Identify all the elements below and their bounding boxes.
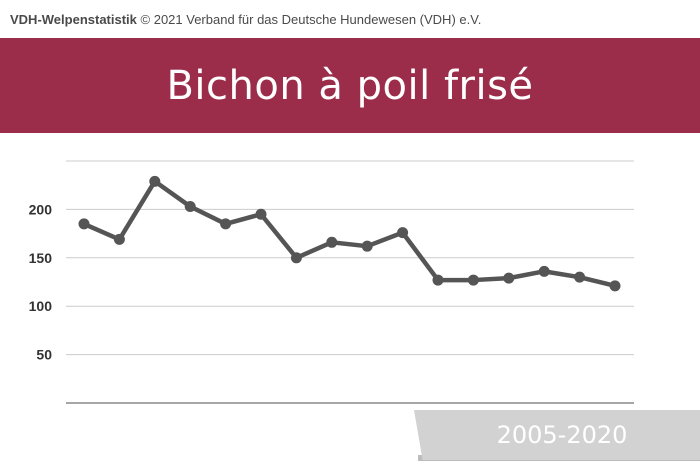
data-point <box>574 271 586 283</box>
source-credit-bold: VDH-Welpenstatistik <box>10 12 137 27</box>
range-badge <box>414 410 700 460</box>
data-point <box>255 208 267 220</box>
data-point <box>609 280 621 292</box>
y-tick-label: 100 <box>29 298 53 314</box>
y-tick-label: 150 <box>29 250 53 266</box>
data-point <box>538 265 550 277</box>
chart-title: Bichon à poil frisé <box>166 62 534 109</box>
series-line <box>81 179 618 289</box>
data-point <box>149 175 161 187</box>
data-points <box>78 175 621 292</box>
data-point <box>220 218 232 230</box>
data-point <box>326 236 338 248</box>
y-tick-label: 50 <box>36 347 52 363</box>
data-point <box>78 218 90 230</box>
data-point <box>467 274 479 286</box>
data-point <box>361 240 373 252</box>
data-point <box>184 200 196 212</box>
y-axis-ticks: 50 100 150 200 <box>29 201 53 362</box>
data-point <box>503 272 515 284</box>
title-banner: Bichon à poil frisé <box>0 38 700 133</box>
source-credit-text: © 2021 Verband für das Deutsche Hundewes… <box>136 12 482 27</box>
source-credit: VDH-Welpenstatistik © 2021 Verband für d… <box>10 10 481 30</box>
data-point <box>397 227 409 239</box>
data-point <box>113 233 125 245</box>
y-tick-label: 200 <box>29 201 53 217</box>
range-label: 2005-2020 <box>496 421 628 449</box>
grid-lines <box>66 160 634 356</box>
data-point <box>290 252 302 264</box>
line-chart: 50 100 150 200 <box>29 160 634 404</box>
data-point <box>432 274 444 286</box>
